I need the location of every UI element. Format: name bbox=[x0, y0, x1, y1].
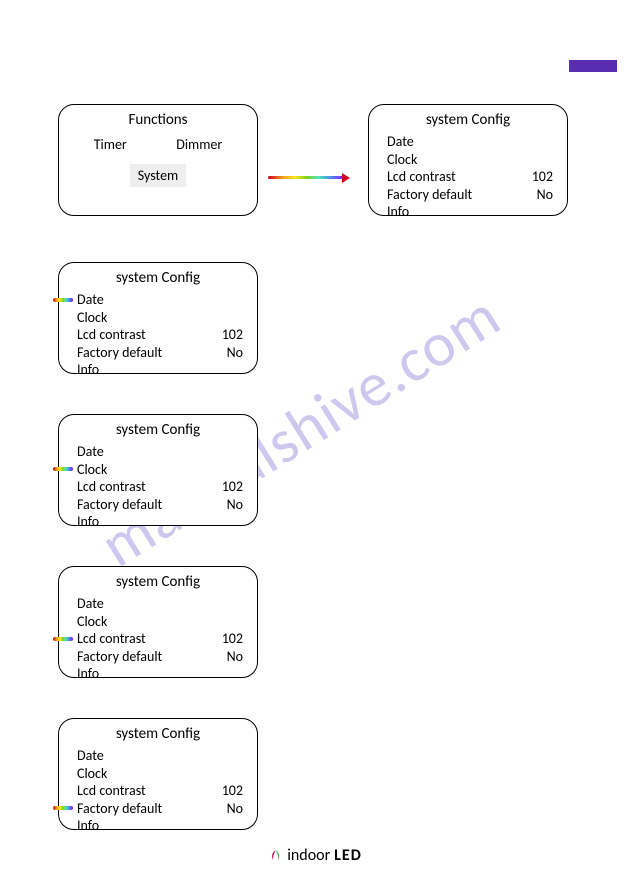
system-config-panel-right: system Config DateClockLcd contrast102Fa… bbox=[368, 104, 568, 216]
config-label: Clock bbox=[77, 309, 107, 327]
config-label: Date bbox=[77, 443, 104, 461]
config-row[interactable]: Factory default No bbox=[69, 496, 247, 514]
config-label: Clock bbox=[77, 461, 107, 479]
config-row[interactable]: Clock bbox=[69, 461, 247, 479]
config-value: No bbox=[227, 648, 243, 666]
selection-marker-icon bbox=[53, 806, 73, 810]
config-row[interactable]: Factory default No bbox=[69, 800, 247, 818]
system-config-panel-1: system ConfigDateClockLcd contrast102Fac… bbox=[58, 414, 258, 526]
config-label: Date bbox=[77, 595, 104, 613]
config-label: Clock bbox=[77, 765, 107, 783]
flow-arrow bbox=[268, 176, 346, 179]
config-label: Lcd contrast bbox=[77, 478, 146, 496]
config-label: Lcd contrast bbox=[77, 630, 146, 648]
config-row[interactable]: Clock bbox=[69, 309, 247, 327]
system-config-panel-0: system ConfigDateClockLcd contrast102Fac… bbox=[58, 262, 258, 374]
brand-text-indoor: indoor bbox=[287, 846, 330, 865]
config-label: Info bbox=[77, 665, 99, 683]
config-label: Factory default bbox=[77, 648, 162, 666]
config-label: Clock bbox=[387, 151, 417, 169]
config-row[interactable]: Lcd contrast 102 bbox=[69, 478, 247, 496]
config-label: Factory default bbox=[77, 344, 162, 362]
config-value: 102 bbox=[222, 630, 243, 648]
config-row[interactable]: Date bbox=[379, 133, 557, 151]
functions-title: Functions bbox=[69, 111, 247, 129]
leaf-icon bbox=[267, 848, 283, 864]
footer-logo: indoorLED bbox=[267, 846, 362, 865]
config-label: Factory default bbox=[387, 186, 472, 204]
config-row[interactable]: Lcd contrast 102 bbox=[69, 630, 247, 648]
selection-marker-icon bbox=[53, 637, 73, 641]
config-value: 102 bbox=[222, 782, 243, 800]
config-value: 102 bbox=[222, 326, 243, 344]
config-label: Info bbox=[77, 513, 99, 531]
config-row[interactable]: Date bbox=[69, 291, 247, 309]
config-label: Factory default bbox=[77, 800, 162, 818]
config-label: Factory default bbox=[77, 496, 162, 514]
config-value: No bbox=[227, 800, 243, 818]
system-config-panel-3: system ConfigDateClockLcd contrast102Fac… bbox=[58, 718, 258, 830]
config-label: Date bbox=[77, 291, 104, 309]
function-timer[interactable]: Timer bbox=[86, 133, 135, 156]
config-label: Date bbox=[387, 133, 414, 151]
config-row[interactable]: Factory default No bbox=[69, 648, 247, 666]
config-row[interactable]: Clock bbox=[69, 765, 247, 783]
selection-marker-icon bbox=[53, 467, 73, 471]
function-system[interactable]: System bbox=[130, 164, 186, 187]
config-row[interactable]: Info bbox=[69, 817, 247, 835]
config-row[interactable]: Factory default No bbox=[379, 186, 557, 204]
system-config-title: system Config bbox=[69, 421, 247, 439]
config-row[interactable]: Date bbox=[69, 443, 247, 461]
config-row[interactable]: Info bbox=[69, 665, 247, 683]
function-dimmer[interactable]: Dimmer bbox=[168, 133, 230, 156]
config-row[interactable]: Date bbox=[69, 595, 247, 613]
config-row[interactable]: Date bbox=[69, 747, 247, 765]
selection-marker-icon bbox=[53, 298, 73, 302]
system-config-panel-2: system ConfigDateClockLcd contrast102Fac… bbox=[58, 566, 258, 678]
brand-text-led: LED bbox=[334, 846, 362, 865]
config-row[interactable]: Factory default No bbox=[69, 344, 247, 362]
config-value: 102 bbox=[532, 168, 553, 186]
functions-panel: Functions Timer Dimmer System bbox=[58, 104, 258, 216]
system-config-title: system Config bbox=[69, 725, 247, 743]
config-row[interactable]: Info bbox=[69, 513, 247, 531]
system-config-title: system Config bbox=[379, 111, 557, 129]
config-label: Info bbox=[77, 361, 99, 379]
config-label: Lcd contrast bbox=[387, 168, 456, 186]
config-row[interactable]: Clock bbox=[379, 151, 557, 169]
system-config-title: system Config bbox=[69, 573, 247, 591]
config-value: No bbox=[537, 186, 553, 204]
config-label: Info bbox=[387, 203, 409, 221]
config-label: Lcd contrast bbox=[77, 326, 146, 344]
config-row[interactable]: Lcd contrast 102 bbox=[379, 168, 557, 186]
config-value: No bbox=[227, 344, 243, 362]
config-label: Date bbox=[77, 747, 104, 765]
config-row[interactable]: Info bbox=[379, 203, 557, 221]
arrow-line bbox=[268, 176, 346, 179]
system-config-title: system Config bbox=[69, 269, 247, 287]
config-row[interactable]: Lcd contrast 102 bbox=[69, 326, 247, 344]
config-row[interactable]: Info bbox=[69, 361, 247, 379]
config-label: Info bbox=[77, 817, 99, 835]
arrow-head-icon bbox=[342, 173, 350, 183]
config-value: 102 bbox=[222, 478, 243, 496]
config-label: Lcd contrast bbox=[77, 782, 146, 800]
config-row[interactable]: Lcd contrast 102 bbox=[69, 782, 247, 800]
config-row[interactable]: Clock bbox=[69, 613, 247, 631]
header-accent-bar bbox=[569, 60, 617, 72]
config-value: No bbox=[227, 496, 243, 514]
config-label: Clock bbox=[77, 613, 107, 631]
